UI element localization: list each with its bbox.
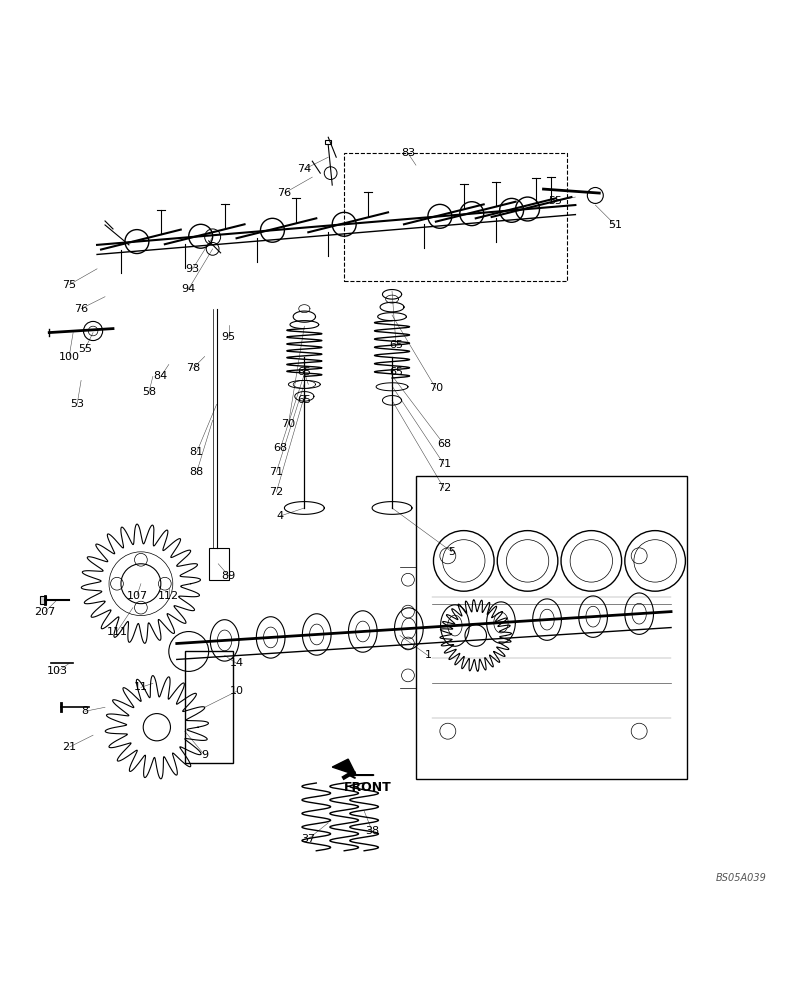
Text: 89: 89 — [222, 571, 236, 581]
Text: 100: 100 — [58, 352, 80, 361]
Text: 76: 76 — [278, 188, 291, 198]
Text: 65: 65 — [298, 367, 311, 377]
Text: 55: 55 — [549, 196, 562, 206]
Text: 94: 94 — [182, 284, 196, 294]
Text: 72: 72 — [270, 487, 283, 497]
Text: 112: 112 — [158, 591, 179, 601]
Text: 5: 5 — [448, 547, 455, 557]
Bar — [344, 153, 567, 281]
Text: FRONT: FRONT — [344, 781, 392, 794]
Text: 65: 65 — [298, 395, 311, 405]
Polygon shape — [332, 759, 356, 775]
Text: 68: 68 — [274, 443, 287, 453]
Text: 71: 71 — [270, 467, 283, 477]
Text: 51: 51 — [608, 220, 622, 230]
Text: 58: 58 — [142, 387, 156, 397]
Text: 93: 93 — [186, 264, 200, 274]
Text: 1: 1 — [425, 650, 431, 660]
Text: 38: 38 — [365, 826, 379, 836]
Text: 70: 70 — [282, 419, 295, 429]
Text: 65: 65 — [389, 340, 403, 350]
Text: 11: 11 — [134, 682, 148, 692]
Text: 74: 74 — [298, 164, 311, 174]
Text: 207: 207 — [34, 607, 56, 617]
Text: 8: 8 — [82, 706, 89, 716]
Text: 10: 10 — [230, 686, 243, 696]
Text: 37: 37 — [302, 834, 315, 844]
Text: 71: 71 — [437, 459, 451, 469]
Text: 78: 78 — [186, 363, 200, 373]
Text: 111: 111 — [106, 627, 127, 637]
Text: 4: 4 — [277, 511, 284, 521]
Text: 83: 83 — [401, 148, 415, 158]
Bar — [209, 548, 229, 580]
Text: 88: 88 — [190, 467, 204, 477]
Text: 95: 95 — [222, 332, 236, 342]
Text: 70: 70 — [429, 383, 443, 393]
Text: 72: 72 — [437, 483, 451, 493]
Text: 75: 75 — [62, 280, 76, 290]
Text: 21: 21 — [62, 742, 76, 752]
Text: 55: 55 — [78, 344, 92, 354]
Text: 107: 107 — [126, 591, 147, 601]
Text: 9: 9 — [201, 750, 208, 760]
Text: 65: 65 — [389, 367, 403, 377]
Text: 53: 53 — [70, 399, 84, 409]
Text: BS05A039: BS05A039 — [716, 873, 766, 883]
Text: 68: 68 — [437, 439, 451, 449]
Polygon shape — [40, 596, 46, 604]
Text: 84: 84 — [154, 371, 168, 381]
Text: 14: 14 — [230, 658, 244, 668]
Text: 103: 103 — [46, 666, 68, 676]
Text: 76: 76 — [74, 304, 88, 314]
Text: 81: 81 — [190, 447, 204, 457]
